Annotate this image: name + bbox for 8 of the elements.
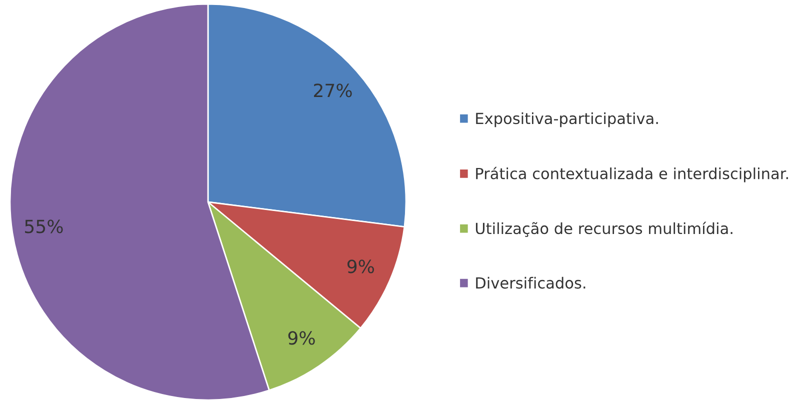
data-label: 9% — [288, 331, 315, 345]
legend-label: Utilização de recursos multimídia. — [476, 222, 732, 237]
data-label: 55% — [25, 220, 63, 234]
legend-label: Prática contextualizada e interdisciplinar. — [476, 166, 788, 182]
legend-label: Expositiva-participativa. — [476, 112, 658, 128]
data-label: 9% — [347, 260, 374, 274]
data-label: 27% — [314, 84, 352, 98]
legend-label: Diversificados. — [476, 276, 586, 289]
